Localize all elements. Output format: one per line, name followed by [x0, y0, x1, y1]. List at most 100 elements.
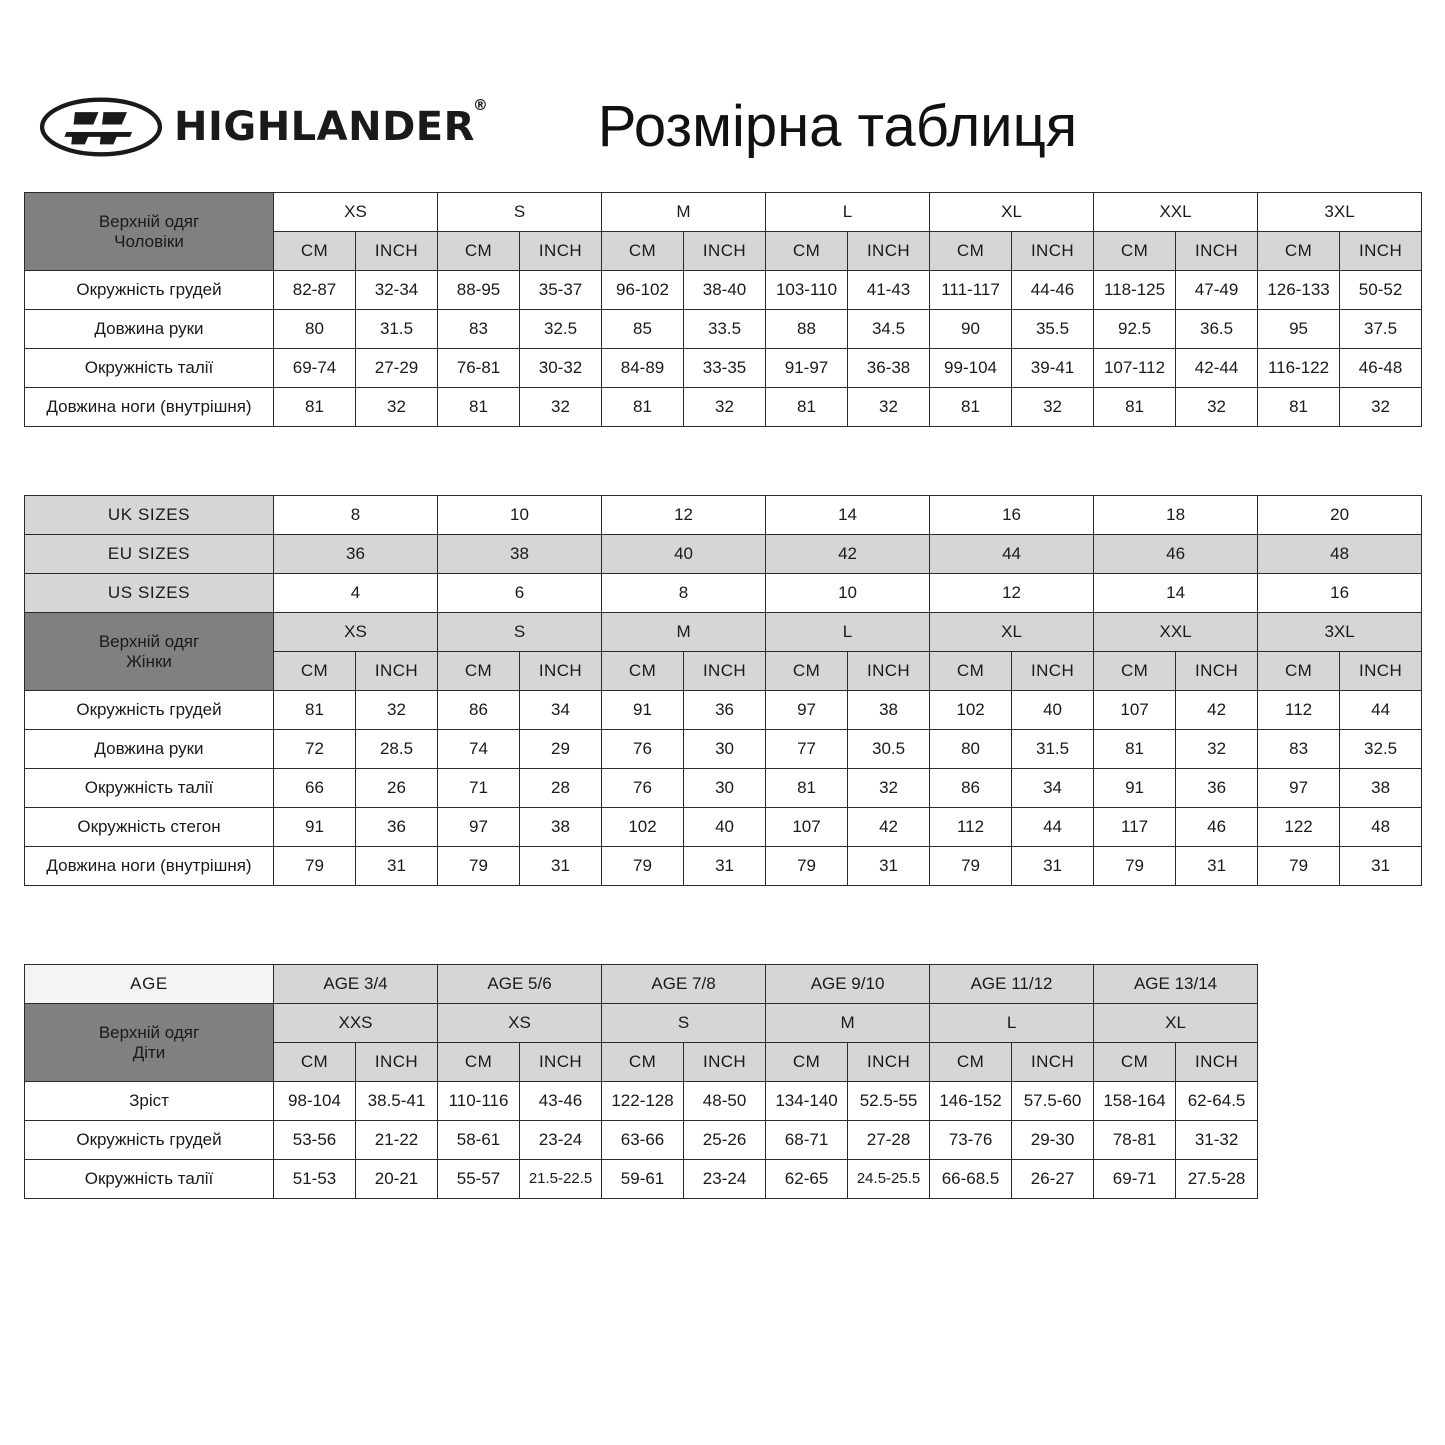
uk-size-4: 16 — [929, 495, 1095, 535]
men-unit-header-row: CM INCH CM INCH CM INCH CM INCH CM INCH … — [25, 231, 1423, 271]
women-size-table: UK SIZES 8 10 12 14 16 18 20 EU SIZES 36… — [24, 495, 1423, 886]
kids-unit-inch-0: INCH — [354, 1042, 439, 1082]
women-cell-3-13: 48 — [1339, 807, 1423, 847]
men-size-s: S — [437, 192, 602, 232]
women-cell-4-12: 79 — [1257, 846, 1341, 886]
eu-size-1: 38 — [436, 534, 603, 574]
women-cell-4-10: 79 — [1093, 846, 1177, 886]
eu-size-6: 48 — [1257, 534, 1423, 574]
men-row-label-3: Довжина ноги (внутрішня) — [24, 387, 274, 427]
kids-cell-1-9: 29-30 — [1011, 1120, 1095, 1160]
uk-size-5: 18 — [1093, 495, 1259, 535]
table-row: Окружність стегон 91 36 97 38 102 40 107… — [24, 807, 1423, 847]
women-cell-1-12: 83 — [1257, 729, 1341, 769]
women-cell-2-3: 28 — [518, 768, 603, 808]
kids-unit-inch-4: INCH — [1011, 1042, 1095, 1082]
uk-size-2: 12 — [601, 495, 767, 535]
page-title: Розмірна таблиця — [597, 93, 1078, 159]
men-cell-1-12: 95 — [1257, 309, 1341, 349]
kids-header-filler-2 — [1257, 1042, 1422, 1082]
men-cell-3-11: 32 — [1175, 387, 1259, 427]
kids-unit-cm-2: CM — [601, 1042, 685, 1082]
women-cell-3-12: 122 — [1257, 807, 1341, 847]
men-cell-3-9: 32 — [1011, 387, 1095, 427]
kids-cell-1-8: 73-76 — [929, 1120, 1013, 1160]
women-cell-2-5: 30 — [683, 768, 767, 808]
women-table-label: Верхній одяг Жінки — [24, 612, 274, 691]
kids-age-1: AGE 5/6 — [437, 964, 603, 1004]
kids-cell-0-3: 43-46 — [519, 1081, 603, 1121]
kids-table-label: Верхній одяг Діти — [24, 1003, 274, 1082]
men-cell-0-6: 103-110 — [765, 270, 849, 310]
women-cell-0-5: 36 — [683, 690, 767, 730]
women-label-line2: Жінки — [126, 651, 172, 671]
men-size-xs: XS — [273, 192, 438, 232]
women-cell-4-9: 31 — [1011, 846, 1095, 886]
men-cell-2-8: 99-104 — [929, 348, 1013, 388]
spacer-1 — [24, 427, 1421, 495]
women-cell-4-3: 31 — [518, 846, 603, 886]
women-cell-2-7: 32 — [847, 768, 931, 808]
men-cell-2-3: 30-32 — [519, 348, 602, 388]
women-cell-3-9: 44 — [1011, 807, 1095, 847]
women-cell-1-11: 32 — [1175, 729, 1259, 769]
table-row: Довжина руки 72 28.5 74 29 76 30 77 30.5… — [24, 729, 1423, 769]
eu-size-5: 46 — [1093, 534, 1259, 574]
men-cell-0-2: 88-95 — [437, 270, 520, 310]
women-cell-1-2: 74 — [437, 729, 520, 769]
kids-cell-1-10: 78-81 — [1093, 1120, 1177, 1160]
men-unit-inch-2: INCH — [682, 231, 767, 271]
men-cell-1-2: 83 — [437, 309, 520, 349]
brand-logo: HIGHLANDER® — [24, 96, 494, 158]
table-row: Зріст 98-104 38.5-41 110-116 43-46 122-1… — [24, 1081, 1422, 1121]
kids-cell-1-4: 63-66 — [601, 1120, 685, 1160]
women-cell-4-11: 31 — [1175, 846, 1259, 886]
women-cell-4-8: 79 — [929, 846, 1013, 886]
women-cell-1-13: 32.5 — [1339, 729, 1423, 769]
men-unit-inch-0: INCH — [355, 231, 438, 271]
women-cell-4-1: 31 — [355, 846, 438, 886]
women-size-l: L — [765, 612, 931, 652]
us-sizes-label: US SIZES — [24, 573, 274, 613]
men-unit-inch-5: INCH — [1175, 231, 1259, 271]
women-cell-1-0: 72 — [273, 729, 356, 769]
women-size-3xl: 3XL — [1257, 612, 1423, 652]
women-cell-3-0: 91 — [273, 807, 356, 847]
men-table-label: Верхній одяг Чоловіки — [24, 192, 274, 271]
kids-cell-1-7: 27-28 — [847, 1120, 931, 1160]
men-row-label-0: Окружність грудей — [24, 270, 274, 310]
men-cell-1-5: 33.5 — [682, 309, 767, 349]
women-cell-0-3: 34 — [518, 690, 603, 730]
women-cell-0-12: 112 — [1257, 690, 1341, 730]
us-size-2: 8 — [601, 573, 767, 613]
men-cell-0-7: 41-43 — [847, 270, 931, 310]
highlander-oval-logo-icon — [38, 96, 164, 158]
table-row: Окружність грудей 53-56 21-22 58-61 23-2… — [24, 1120, 1422, 1160]
men-cell-0-8: 111-117 — [929, 270, 1013, 310]
women-cell-2-8: 86 — [929, 768, 1013, 808]
women-cell-0-11: 42 — [1175, 690, 1259, 730]
kids-size-m: M — [765, 1003, 931, 1043]
men-cell-3-3: 32 — [519, 387, 602, 427]
kids-label-line1: Верхній одяг — [98, 1022, 200, 1042]
kids-header-filler-1 — [1257, 1003, 1422, 1043]
women-cell-3-5: 40 — [683, 807, 767, 847]
women-cell-2-4: 76 — [601, 768, 685, 808]
men-cell-1-11: 36.5 — [1175, 309, 1259, 349]
kids-row-filler-0 — [1257, 1081, 1422, 1121]
men-cell-0-10: 118-125 — [1093, 270, 1177, 310]
kids-cell-0-5: 48-50 — [683, 1081, 767, 1121]
table-row: Окружність талії 51-53 20-21 55-57 21.5-… — [24, 1159, 1422, 1199]
eu-size-2: 40 — [601, 534, 767, 574]
men-row-label-1: Довжина руки — [24, 309, 274, 349]
women-unit-cm-0: CM — [273, 651, 356, 691]
kids-size-xl: XL — [1093, 1003, 1259, 1043]
men-size-3xl: 3XL — [1257, 192, 1423, 232]
kids-unit-inch-5: INCH — [1175, 1042, 1259, 1082]
kids-row-filler-2 — [1257, 1159, 1422, 1199]
women-cell-1-4: 76 — [601, 729, 685, 769]
men-cell-2-5: 33-35 — [682, 348, 767, 388]
women-cell-4-5: 31 — [683, 846, 767, 886]
women-cell-2-11: 36 — [1175, 768, 1259, 808]
